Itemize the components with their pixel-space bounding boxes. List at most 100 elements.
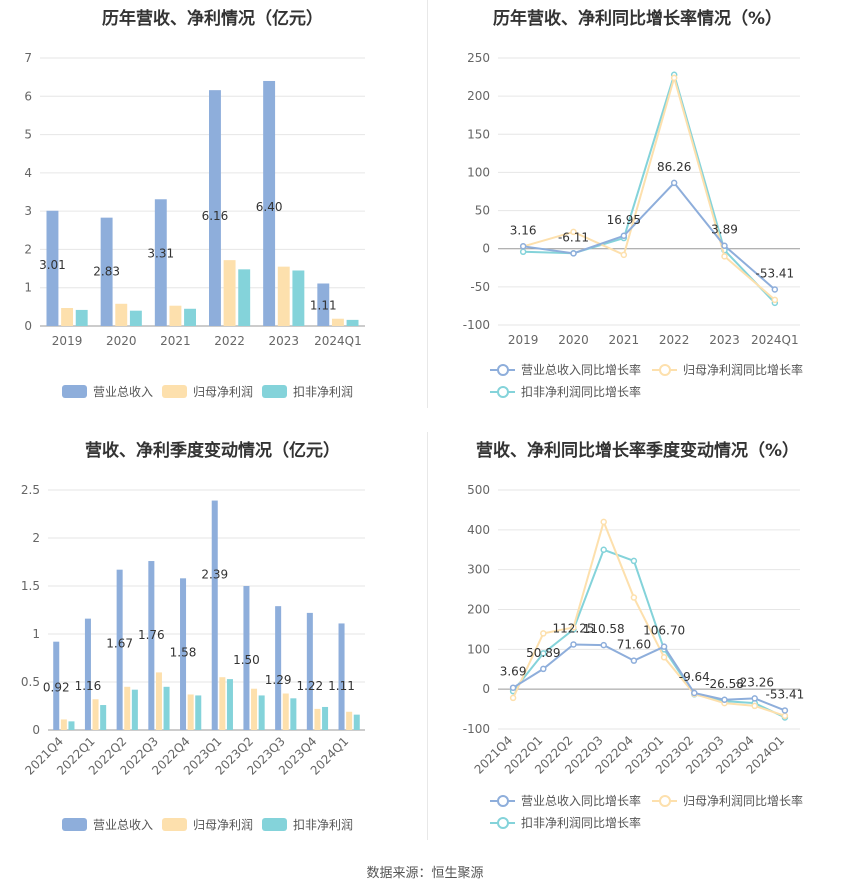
bar-1 bbox=[53, 641, 60, 730]
data-label: 1.16 bbox=[75, 679, 102, 693]
data-label: 50.89 bbox=[526, 646, 560, 660]
data-label: 6.40 bbox=[256, 200, 283, 214]
y-tick-label: -100 bbox=[463, 318, 490, 332]
legend-item[interactable]: 营业总收入同比增长率 bbox=[490, 361, 641, 378]
bar-3 bbox=[163, 686, 170, 730]
y-tick-label: 4 bbox=[24, 166, 32, 180]
y-tick-label: 250 bbox=[467, 51, 490, 65]
series-point-1 bbox=[620, 232, 628, 240]
series-point-2 bbox=[771, 296, 779, 304]
legend-item[interactable]: 归母净利润同比增长率 bbox=[652, 361, 803, 378]
series-point-2 bbox=[570, 624, 577, 631]
y-tick-label: 50 bbox=[475, 204, 490, 218]
y-tick-label: 7 bbox=[24, 51, 32, 65]
legend-swatch bbox=[490, 816, 515, 829]
data-label: -23.26 bbox=[735, 675, 774, 689]
bar-2 bbox=[61, 308, 74, 326]
data-label: 3.01 bbox=[39, 258, 66, 272]
y-tick-label: 200 bbox=[467, 603, 490, 617]
bar-2 bbox=[124, 686, 131, 730]
series-point-1 bbox=[660, 643, 668, 650]
bar-3 bbox=[346, 319, 359, 326]
legend-swatch bbox=[62, 818, 87, 831]
legend-label: 归母净利润同比增长率 bbox=[683, 794, 804, 808]
legend-label: 归母净利润 bbox=[193, 818, 254, 832]
series-point-1 bbox=[781, 707, 789, 714]
series-point-2 bbox=[670, 74, 678, 82]
data-label: 0.92 bbox=[43, 681, 70, 695]
x-tick-label: 2024Q1 bbox=[314, 334, 362, 348]
legend-swatch bbox=[490, 385, 515, 398]
y-tick-label: 150 bbox=[467, 127, 490, 141]
data-label: 1.11 bbox=[310, 299, 337, 313]
bar-1 bbox=[100, 217, 113, 326]
bar-3 bbox=[238, 269, 251, 326]
x-tick-label: 2020 bbox=[558, 333, 589, 347]
x-tick-label: 2019 bbox=[508, 333, 539, 347]
legend-item[interactable]: 营业总收入 bbox=[62, 383, 153, 400]
legend-item[interactable]: 归母净利润 bbox=[162, 383, 253, 400]
annual-growth-panel: 历年营收、净利同比增长率情况（%） -100 -50 0 50 100 150 200 250… bbox=[425, 0, 850, 430]
x-tick-label: 2020 bbox=[106, 334, 137, 348]
legend-item[interactable]: 扣非净利润同比增长率 bbox=[490, 814, 641, 831]
y-tick-label: 500 bbox=[467, 483, 490, 497]
series-point-3 bbox=[600, 546, 607, 553]
data-label: 1.11 bbox=[328, 679, 355, 693]
data-label: 1.76 bbox=[138, 628, 165, 642]
series-line-3 bbox=[512, 548, 786, 719]
series-point-1 bbox=[600, 641, 607, 649]
y-tick-label: 0 bbox=[24, 319, 32, 333]
bar-1 bbox=[209, 90, 221, 326]
data-label: 1.58 bbox=[170, 645, 197, 659]
legend-item[interactable]: 扣非净利润 bbox=[262, 816, 353, 833]
legend-item[interactable]: 营业总收入同比增长率 bbox=[490, 792, 641, 809]
bar-3 bbox=[292, 270, 305, 326]
legend-item[interactable]: 归母净利润 bbox=[162, 816, 253, 833]
data-label: 6.16 bbox=[202, 209, 229, 223]
data-label: 1.50 bbox=[233, 653, 260, 667]
series-point-2 bbox=[630, 594, 638, 601]
bar-1 bbox=[243, 586, 250, 730]
panel-divider-top bbox=[427, 0, 428, 408]
quarterly-line-chart: -10001002003004005002021Q42022Q12022Q220… bbox=[463, 483, 804, 777]
bar-1 bbox=[46, 210, 59, 326]
legend-swatch bbox=[490, 363, 515, 376]
series-line-1 bbox=[512, 643, 786, 712]
series-point-1 bbox=[691, 689, 698, 697]
legend-item[interactable]: 扣非净利润 bbox=[262, 383, 353, 400]
bar-2 bbox=[346, 711, 353, 730]
y-tick-label: 6 bbox=[24, 89, 32, 103]
series-line-3 bbox=[523, 71, 776, 304]
bar-1 bbox=[116, 569, 123, 730]
data-label: 106.70 bbox=[643, 624, 685, 638]
y-tick-label: 5 bbox=[24, 128, 32, 142]
data-label: 110.58 bbox=[583, 622, 625, 636]
data-label: -26.58 bbox=[705, 677, 744, 691]
legend-item[interactable]: 归母净利润同比增长率 bbox=[652, 792, 803, 809]
x-tick-label: 2021 bbox=[160, 334, 191, 348]
bar-3 bbox=[184, 308, 196, 326]
legend-item[interactable]: 扣非净利润同比增长率 bbox=[490, 383, 641, 400]
annual-revenue-profit-panel: 历年营收、净利情况（亿元） 0 1 2 3 4 5 6 7 2019 2020 2021 2022 20… bbox=[0, 0, 425, 430]
x-tick-label: 2019 bbox=[52, 334, 83, 348]
y-tick-label: 2 bbox=[32, 531, 40, 545]
legend-item[interactable]: 营业总收入 bbox=[62, 816, 153, 833]
bar-2 bbox=[219, 677, 226, 730]
legend-label: 扣非净利润同比增长率 bbox=[521, 385, 642, 399]
legend-swatch bbox=[162, 385, 187, 398]
y-tick-label: 1 bbox=[24, 281, 32, 295]
series-point-1 bbox=[721, 696, 728, 704]
legend-swatch bbox=[262, 385, 287, 398]
bar-1 bbox=[148, 561, 155, 730]
annual-bar-chart: 0 1 2 3 4 5 6 7 2019 2020 2021 2022 2023 2024Q1 3.01 2.… bbox=[24, 51, 365, 348]
series-point-1 bbox=[570, 250, 577, 257]
data-label: -9.64 bbox=[679, 670, 710, 684]
series-point-2 bbox=[600, 518, 607, 526]
y-tick-label: 0 bbox=[482, 242, 490, 256]
data-label: 112.25 bbox=[553, 621, 595, 635]
legend-swatch bbox=[162, 818, 187, 831]
bar-2 bbox=[331, 318, 344, 326]
y-tick-label: 2 bbox=[24, 242, 32, 256]
y-tick-label: 200 bbox=[467, 89, 490, 103]
series-point-1 bbox=[519, 243, 527, 250]
